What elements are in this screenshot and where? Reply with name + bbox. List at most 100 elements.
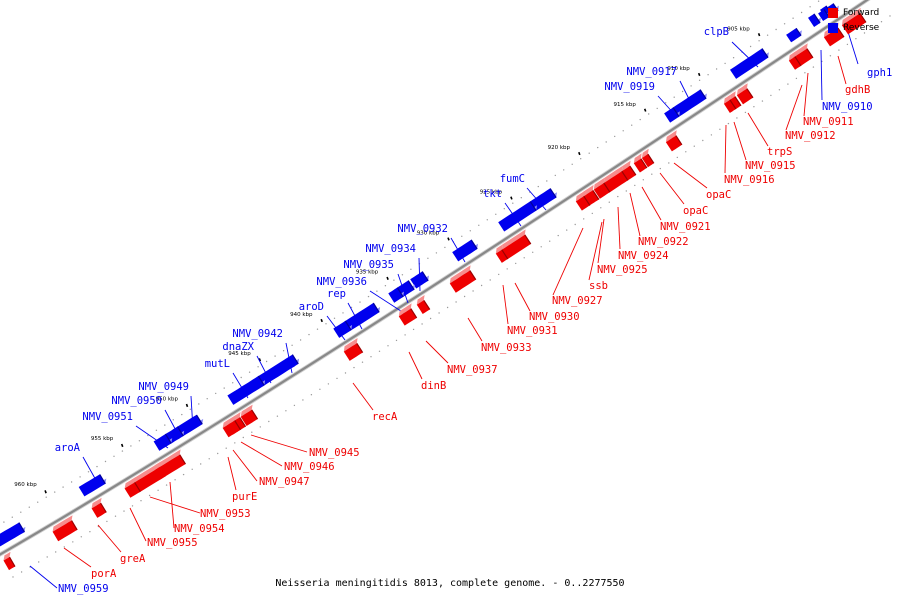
tick-mark	[697, 72, 701, 77]
gene-nmv-0927-forward-block-13	[575, 190, 591, 211]
gene-nmv-0912-forward-label-2-leader	[785, 84, 803, 131]
legend: Forward Reverse	[828, 6, 892, 42]
gene-nmv-0930-forward-label-14-leader	[514, 282, 531, 312]
gene-reca-forward-block-19	[343, 338, 364, 361]
gene-nmv-0946-forward-label-21-leader	[240, 441, 283, 467]
gene-aroa-reverse-label: aroA	[55, 442, 81, 454]
gene-clpb-reverse-block	[730, 48, 769, 79]
legend-item-forward: Forward	[828, 6, 892, 20]
gene-nmv-0911-forward-label-1-leader	[803, 72, 809, 117]
gene-grea-forward-label-27: greA	[120, 553, 146, 565]
tick-label: 925 kbp	[480, 190, 503, 196]
gene-nmv-0951-reverse-label: NMV_0951	[82, 411, 133, 423]
tick-mark	[757, 33, 761, 37]
tick-label: 920 kbp	[548, 145, 571, 151]
gene-opac-forward-block-7	[641, 148, 655, 168]
gene-nmv-0932-reverse-block	[452, 239, 478, 262]
reverse-swatch	[828, 23, 838, 33]
gene-nmv-0933-forward-label-16: NMV_0933	[481, 342, 532, 354]
gene-nmv-0924-forward-label-10: NMV_0924	[618, 250, 669, 262]
gene-trps-forward-label-3: trpS	[767, 146, 792, 158]
gene-opac-forward-label-6-leader	[673, 162, 708, 189]
gene-trps-forward-block-3	[736, 83, 754, 105]
gene-mutl-reverse-block	[227, 375, 266, 405]
gene-dinb-forward-block-18	[398, 303, 418, 326]
tick-marks: 905 kbp 910 kbp 915 kbp 920 kbp 925 kbp 930 k…	[14, 27, 761, 494]
gene-nmv-0919-reverse-label: NMV_0919	[604, 81, 655, 93]
tick-mark	[185, 403, 189, 408]
gene-nmv-0930-forward-label-14: NMV_0930	[529, 311, 580, 323]
gene-trps-forward-label-3-leader	[747, 112, 769, 147]
gene-nmv-0936-reverse-label: NMV_0936	[316, 276, 367, 288]
gene-mutl-reverse-label: mutL	[205, 358, 230, 370]
gene-aroa-reverse-block	[78, 474, 107, 497]
tick-label: 915 kbp	[613, 102, 636, 108]
gene-opac-forward-block-6	[665, 130, 683, 152]
gene-nmv-0942-reverse-label: NMV_0942	[232, 328, 283, 340]
gene-nmv-0932-reverse-label: NMV_0932	[397, 223, 448, 235]
gene-nmv-0951-reverse-block	[153, 433, 173, 451]
gene-nmv-0915-forward-label-4: NMV_0915	[745, 160, 796, 172]
forward-swatch	[828, 8, 838, 18]
gene-nmv-0924-forward-label-10-leader	[617, 206, 621, 250]
tick-label: 940 kbp	[290, 312, 313, 318]
gene-nmv-0955-forward-label-26-leader	[129, 507, 147, 542]
legend-item-reverse: Reverse	[828, 21, 892, 35]
tick-label: 935 kbp	[356, 270, 379, 276]
gene-nmv-0937-forward-block-17	[416, 295, 431, 314]
gene-gdhb-forward-label-0-leader	[837, 55, 847, 85]
gene-nmv-0911-forward-label-1: NMV_0911	[803, 116, 854, 128]
gene-nmv-0947-forward-label-22: NMV_0947	[259, 476, 310, 488]
gene-opac-forward-label-7: opaC	[683, 205, 708, 217]
gene-dnazx-reverse-label: dnaZX	[222, 341, 254, 353]
gene-nmv-0925-forward-block-11	[593, 177, 611, 199]
gene-nmv-0933-forward-label-16-leader	[467, 317, 483, 342]
legend-label-forward: Forward	[843, 8, 880, 18]
gene-nmv-0925-forward-label-11-leader	[597, 218, 605, 264]
reverse-feature-0	[786, 27, 802, 43]
tick-mark	[510, 196, 513, 200]
gene-nmv-0959-reverse-label: NMV_0959	[58, 583, 109, 595]
tick-label: 950 kbp	[156, 396, 179, 402]
genome-caption: Neisseria meningitidis 8013, complete ge…	[275, 578, 625, 589]
gene-features	[0, 3, 867, 571]
gene-nmv-0947-forward-label-22-leader	[232, 449, 258, 482]
gene-nmv-0945-forward-label-20-leader	[250, 434, 308, 453]
gene-nmv-0953-forward-label-24: NMV_0953	[200, 508, 251, 520]
gene-nmv-0910-reverse-label-leader	[820, 49, 823, 101]
gene-nmv-0954-forward-label-25: NMV_0954	[174, 523, 225, 535]
gene-reca-forward-label-19-leader	[352, 382, 374, 411]
gene-nmv-0955-forward-label-26: NMV_0955	[147, 537, 198, 549]
gene-nmv-0959-reverse-block	[0, 522, 26, 547]
gene-tkt-reverse-block	[498, 201, 537, 232]
gene-gdhb-forward-label-0: gdhB	[845, 84, 870, 96]
gene-nmv-0953-forward-label-24-leader	[149, 496, 201, 514]
tick-label: 910 kbp	[667, 66, 690, 72]
gene-nmv-0936-reverse-block	[388, 287, 404, 303]
gene-rep-reverse-label: rep	[327, 288, 346, 300]
gene-nmv-0919-reverse-block	[664, 107, 680, 123]
tick-label: 930 kbp	[417, 230, 440, 236]
gene-opac-forward-label-6: opaC	[706, 189, 731, 201]
gene-tkt-reverse-label: tkt	[483, 188, 502, 200]
gene-nmv-0930-forward-block-14	[501, 229, 532, 259]
gene-nmv-0954-forward-block-25	[154, 449, 187, 480]
tick-label: 905 kbp	[727, 27, 750, 33]
gene-nmv-0917-reverse-label: NMV_0917	[626, 66, 677, 78]
gene-nmv-0922-forward-label-9: NMV_0922	[638, 236, 689, 248]
gene-nmv-0950-reverse-label: NMV_0950	[111, 395, 162, 407]
gene-grea-forward-label-27-leader	[97, 524, 122, 553]
gene-nmv-0936-reverse-label-leader	[369, 290, 405, 314]
gene-reca-forward-label-19: recA	[372, 411, 398, 423]
tick-label: 960 kbp	[14, 482, 37, 488]
tick-mark	[447, 237, 450, 241]
tick-label: 955 kbp	[91, 436, 114, 442]
gene-gph1-reverse-label: gph1	[867, 67, 892, 79]
gene-nmv-0959-reverse-label-leader	[29, 565, 58, 589]
tick-mark	[44, 490, 47, 494]
gene-dnazx-reverse-block	[284, 354, 300, 369]
gene-ssb-forward-label-12-leader	[588, 221, 603, 281]
gene-fumc-reverse-label: fumC	[500, 173, 525, 185]
gene-nmv-0931-forward-label-15-leader	[502, 284, 509, 325]
